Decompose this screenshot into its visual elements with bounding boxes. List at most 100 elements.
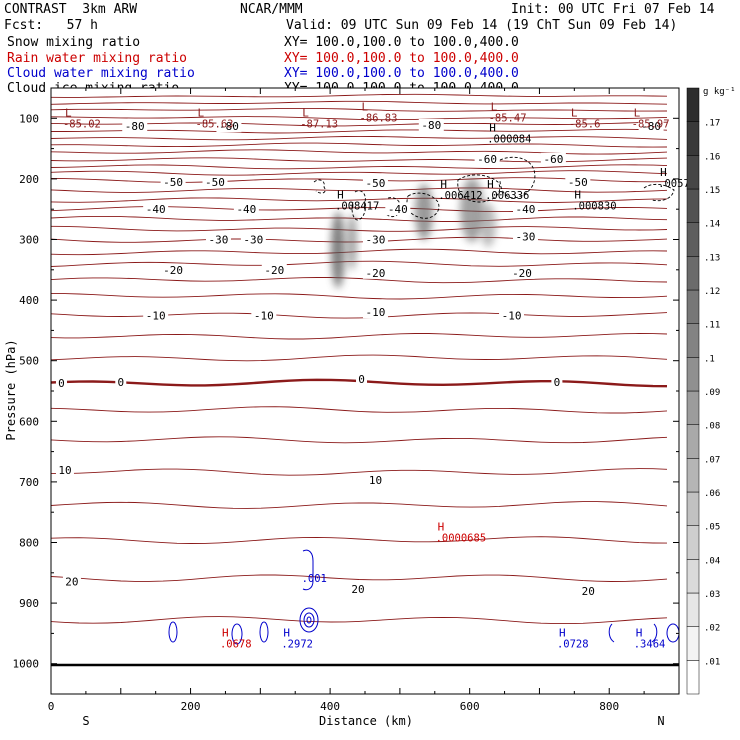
isotherm-label: -20 [163, 264, 183, 277]
extremum-value: -85.97 [632, 118, 670, 130]
isotherm-line [50, 197, 668, 203]
isotherm-line [50, 215, 668, 222]
isotherm-label-bg [62, 575, 81, 588]
valid-time: Valid: 09 UTC Sun 09 Feb 14 (19 ChT Sun … [286, 18, 678, 33]
isotherm-label-bg [122, 120, 148, 133]
extremum-marker: H [489, 122, 496, 135]
isotherm-line [50, 277, 668, 284]
isotherm-line [50, 170, 668, 176]
extremum-value: .006336 [485, 190, 529, 202]
isotherm-label-bg [362, 266, 388, 279]
extremum-value: -87.13 [300, 118, 338, 130]
isotherm-label: -80 [219, 120, 239, 133]
isotherm-label: -50 [205, 176, 225, 189]
field-label-snow: Snow mixing ratio [7, 35, 141, 50]
colorbar-unit: g kg⁻¹ [703, 87, 736, 97]
field-xy-rain: XY= 100.0,100.0 to 100.0,400.0 [284, 51, 519, 66]
isotherm-label-bg [418, 118, 444, 131]
isotherm-label: -60 [477, 153, 497, 166]
colorbar-tick-label: .12 [704, 287, 720, 297]
extremum-value: .001 [302, 573, 327, 585]
isotherm-line [50, 121, 668, 127]
isotherm-label-bg [385, 203, 411, 216]
extremum-marker: H [487, 178, 494, 191]
isotherm-label: -80 [125, 120, 145, 133]
colorbar-segment [686, 87, 700, 122]
isotherm-line [51, 468, 668, 476]
colorbar-segment [686, 155, 700, 190]
isotherm-line [50, 292, 668, 300]
isotherm-line [50, 225, 668, 232]
colorbar-tick-label: .17 [704, 119, 720, 129]
extremum-value: -85.47 [489, 112, 527, 124]
model-title: CONTRAST 3km ARW [4, 2, 138, 17]
extremum-marker: L [302, 106, 309, 119]
isotherm-label: -30 [209, 234, 229, 247]
extremum-marker: H [337, 188, 344, 201]
isotherm-label: 0 [58, 377, 65, 390]
isotherm-label: 20 [582, 585, 595, 598]
extremum-marker: H [636, 626, 643, 639]
colorbar-tick-label: .14 [704, 220, 720, 230]
cloud-water-contour [168, 621, 178, 643]
cloud-ice-contour [457, 174, 501, 203]
extremum-value: -86.83 [360, 112, 398, 124]
extremum-marker: L [198, 106, 205, 119]
isotherm-label-bg [499, 309, 525, 322]
extremum-value: .000084 [487, 134, 531, 146]
colorbar-segment [686, 424, 700, 459]
isotherm-label: -10 [502, 309, 522, 322]
snow-core [460, 178, 484, 242]
y-tick-label: 300 [19, 234, 39, 247]
y-tick-label: 400 [19, 294, 39, 307]
x-axis-title: Distance (km) [319, 714, 413, 728]
cloud-water-contour [299, 607, 319, 633]
colorbar-tick-label: .07 [704, 455, 720, 465]
extremum-marker: H [574, 188, 581, 201]
south-label: S [82, 714, 89, 728]
isotherm-label: -30 [366, 234, 386, 247]
colorbar-segment [686, 491, 700, 526]
isotherm-label-bg [638, 120, 664, 133]
isotherm-label-bg [512, 230, 538, 243]
extremum-value: .0678 [220, 638, 252, 650]
cloud-ice-contour [643, 183, 675, 202]
extremum-marker: H [440, 178, 447, 191]
cloud-water-contour [259, 621, 269, 643]
colorbar-tick-label: .03 [704, 590, 720, 600]
isotherm-label: -60 [543, 153, 563, 166]
isotherm-label-bg [261, 263, 287, 276]
isotherm-label: -40 [388, 203, 408, 216]
colorbar-tick-label: .02 [704, 624, 720, 634]
isotherm-label-bg [216, 120, 242, 133]
cloud-water-contour [306, 616, 312, 624]
isotherm-label: -30 [243, 234, 263, 247]
colorbar-tick-label: .05 [704, 523, 720, 533]
field-label-rain: Rain water mixing ratio [7, 51, 188, 66]
colorbar-segment [686, 559, 700, 594]
isotherm-label: -20 [264, 264, 284, 277]
extremum-value: .0000685 [436, 532, 487, 544]
isotherm-label-bg [509, 266, 535, 279]
y-tick-label: 1000 [13, 658, 40, 671]
isotherm-label-bg [551, 375, 563, 388]
init-time: Init: 00 UTC Fri 07 Feb 14 [511, 2, 715, 17]
isotherm-label: 20 [351, 583, 364, 596]
x-tick-label: 0 [48, 700, 55, 713]
colorbar-segment [686, 660, 700, 695]
y-tick-label: 900 [19, 597, 39, 610]
isotherm-line [50, 107, 668, 112]
isotherm-line [50, 333, 668, 340]
org-title: NCAR/MMM [240, 2, 303, 17]
colorbar-tick-label: .01 [704, 657, 720, 667]
cloud-water-contour [303, 612, 315, 628]
colorbar-tick-label: .16 [704, 152, 720, 162]
isotherm-label-bg [579, 584, 598, 597]
colorbar-tick-label: .11 [704, 321, 720, 331]
isotherm-label: -50 [366, 177, 386, 190]
snow-core [331, 212, 345, 288]
isotherm-line [50, 116, 668, 121]
colorbar-segment [686, 222, 700, 257]
extremum-value: -85.6 [569, 118, 601, 130]
snow-shading [331, 178, 496, 288]
